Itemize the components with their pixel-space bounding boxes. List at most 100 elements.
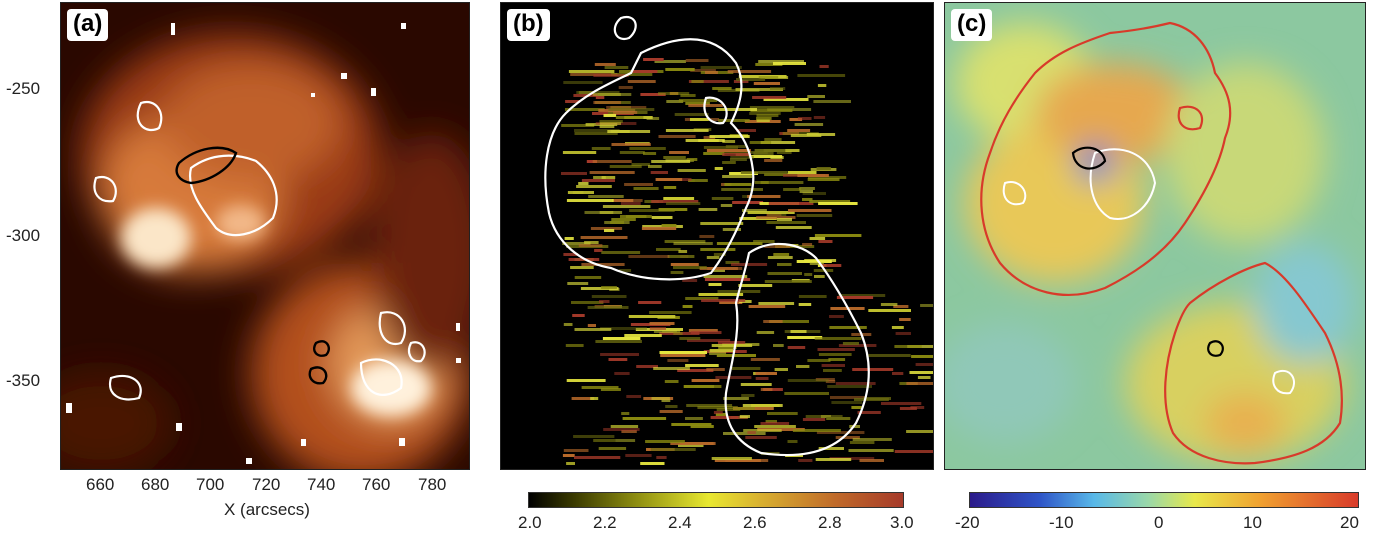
streak bbox=[747, 431, 756, 434]
streak bbox=[685, 139, 725, 142]
streak bbox=[715, 413, 727, 416]
streak bbox=[831, 401, 863, 404]
streak bbox=[749, 112, 781, 115]
streak bbox=[775, 226, 812, 229]
streak bbox=[708, 283, 722, 286]
streak bbox=[819, 65, 829, 68]
streak bbox=[651, 216, 673, 219]
streak bbox=[911, 355, 933, 358]
colorbar-c bbox=[969, 492, 1359, 508]
streak bbox=[698, 293, 744, 296]
streak bbox=[835, 436, 860, 439]
x-tick-label: 780 bbox=[418, 475, 447, 494]
streak bbox=[574, 456, 621, 459]
streak bbox=[603, 114, 617, 117]
streak bbox=[679, 442, 716, 445]
streak bbox=[776, 151, 792, 154]
streak bbox=[673, 266, 707, 269]
streak bbox=[588, 195, 624, 198]
streak bbox=[716, 354, 756, 357]
streak bbox=[737, 407, 755, 410]
streak bbox=[651, 160, 691, 163]
streak bbox=[566, 462, 575, 465]
streak bbox=[790, 134, 822, 137]
streak bbox=[624, 334, 662, 337]
streak bbox=[770, 156, 784, 159]
streak bbox=[802, 198, 813, 201]
streak bbox=[769, 320, 809, 323]
streak bbox=[649, 311, 692, 314]
streak bbox=[704, 278, 751, 281]
streak bbox=[686, 158, 698, 161]
streak bbox=[813, 269, 834, 272]
streak bbox=[661, 224, 677, 227]
streak bbox=[790, 330, 807, 333]
streak bbox=[615, 439, 636, 442]
streak bbox=[727, 70, 772, 73]
streak bbox=[658, 208, 688, 211]
streak bbox=[628, 255, 670, 258]
streak bbox=[796, 365, 810, 368]
streak bbox=[722, 228, 741, 231]
streak bbox=[611, 143, 651, 146]
streak bbox=[607, 130, 651, 133]
streak bbox=[593, 439, 616, 442]
streak bbox=[756, 117, 772, 120]
streak bbox=[600, 388, 621, 391]
streak bbox=[722, 153, 752, 156]
streak bbox=[719, 301, 743, 304]
streak bbox=[815, 458, 852, 461]
streak bbox=[816, 431, 865, 434]
streak bbox=[567, 282, 589, 285]
x-tick-label: 720 bbox=[252, 475, 281, 494]
streak bbox=[755, 377, 769, 380]
streak bbox=[730, 156, 754, 159]
streak bbox=[574, 328, 612, 331]
streak bbox=[621, 412, 630, 415]
streak bbox=[606, 106, 647, 109]
streak bbox=[626, 395, 642, 398]
streak bbox=[838, 294, 886, 297]
streak bbox=[703, 146, 738, 149]
streak bbox=[829, 326, 867, 329]
streak bbox=[782, 132, 819, 135]
streak bbox=[809, 237, 826, 240]
streak bbox=[682, 279, 698, 282]
streak bbox=[720, 204, 733, 207]
streak bbox=[758, 302, 795, 305]
streak bbox=[658, 135, 696, 138]
streak bbox=[572, 314, 585, 317]
streak bbox=[653, 330, 681, 333]
streak bbox=[690, 69, 716, 72]
streak bbox=[640, 462, 665, 465]
streak bbox=[829, 457, 875, 460]
streak bbox=[601, 286, 617, 289]
streak bbox=[566, 379, 606, 382]
streak bbox=[739, 415, 750, 418]
streak bbox=[599, 122, 621, 125]
streak bbox=[712, 87, 732, 90]
streak bbox=[767, 213, 787, 216]
streak bbox=[738, 284, 773, 287]
streak bbox=[817, 84, 827, 87]
streak bbox=[731, 367, 761, 370]
streak bbox=[710, 416, 739, 419]
colorbar-c-tick: 20 bbox=[1340, 513, 1359, 532]
streak bbox=[731, 263, 768, 266]
streak bbox=[724, 183, 752, 186]
panel-a-intensity-map: (a) bbox=[60, 2, 470, 470]
streak bbox=[687, 339, 731, 342]
streak bbox=[570, 266, 594, 269]
streak bbox=[763, 320, 783, 323]
streak bbox=[611, 218, 636, 221]
streak bbox=[715, 376, 752, 379]
streak bbox=[568, 70, 615, 73]
streak bbox=[784, 392, 829, 395]
streak bbox=[802, 192, 826, 195]
streak bbox=[760, 181, 804, 184]
streak bbox=[690, 331, 722, 334]
streak bbox=[764, 138, 782, 141]
streak bbox=[629, 147, 666, 150]
streak bbox=[581, 386, 619, 389]
streak bbox=[700, 222, 744, 225]
